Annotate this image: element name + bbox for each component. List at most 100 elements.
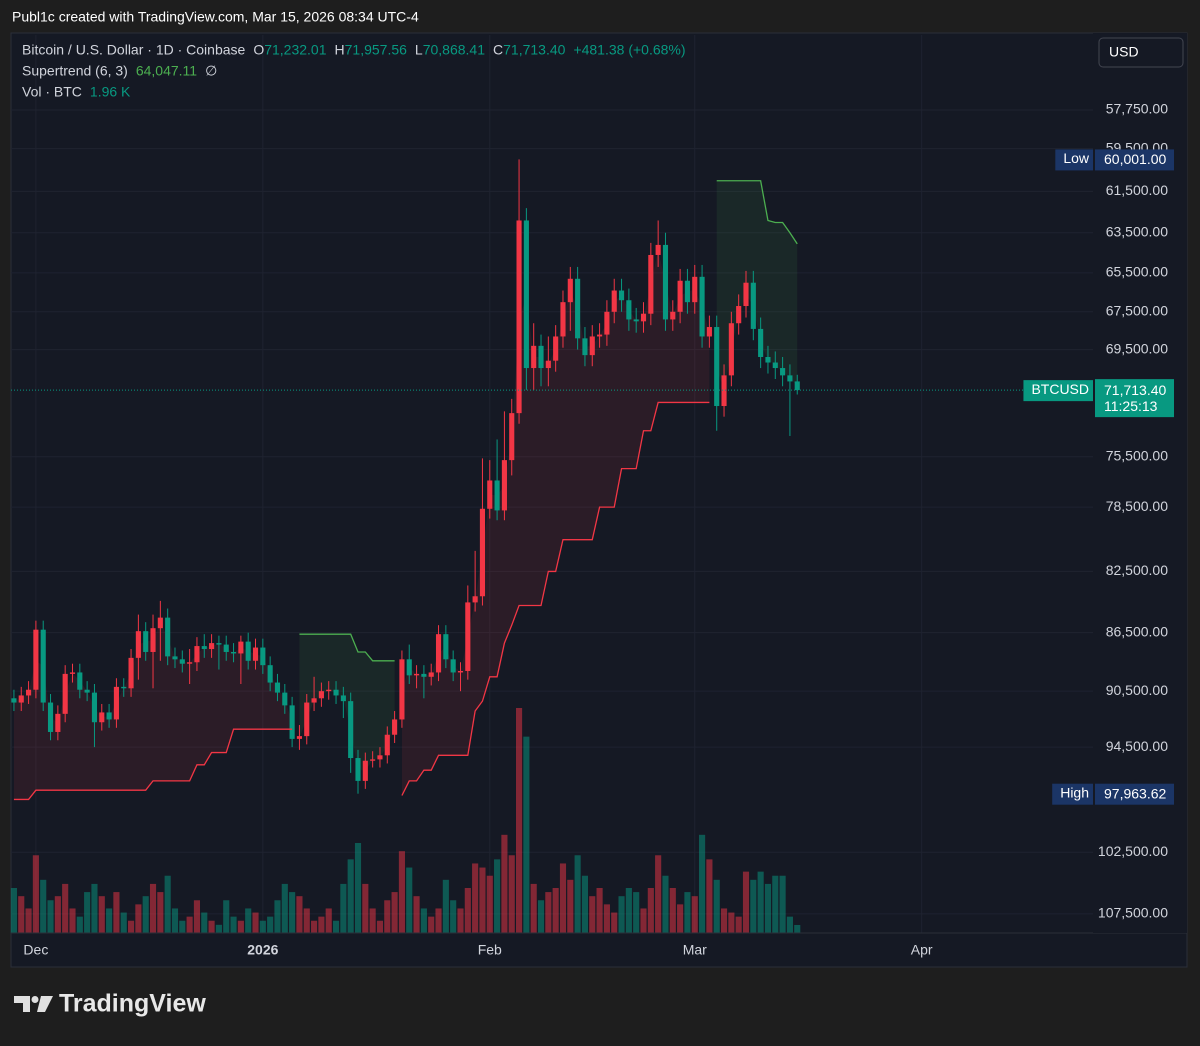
candle-body xyxy=(531,345,537,369)
volume-bar xyxy=(296,896,303,933)
volume-bar xyxy=(603,904,610,933)
volume-bar xyxy=(98,896,105,933)
candles xyxy=(11,159,800,794)
volume-bar xyxy=(157,892,164,933)
volume-bar xyxy=(398,851,405,933)
y-tick-label: 86,500.00 xyxy=(1106,623,1168,639)
volume-bar xyxy=(171,908,179,933)
legend-text: ∅ xyxy=(205,63,217,79)
y-tick-label: 107,500.00 xyxy=(1098,905,1168,921)
candle-body xyxy=(113,686,119,720)
candle-body xyxy=(472,596,478,603)
candle-body xyxy=(509,413,515,461)
volume-bar xyxy=(581,875,589,933)
chart-frame xyxy=(10,32,1188,968)
legend-text: H xyxy=(335,42,345,58)
volume-bar xyxy=(354,843,362,933)
candle-body xyxy=(655,244,661,255)
y-tick-label: 90,500.00 xyxy=(1106,682,1168,698)
logo-mark xyxy=(37,996,53,1012)
candle-body xyxy=(209,643,215,650)
candle-body xyxy=(238,641,244,654)
currency-button[interactable]: USD xyxy=(1098,37,1184,68)
x-tick-label: Feb xyxy=(478,942,502,958)
volume-bar xyxy=(684,892,691,933)
candle-body xyxy=(494,480,500,511)
candle-body xyxy=(780,368,786,376)
candle-body xyxy=(406,659,412,676)
volume-bar xyxy=(420,908,427,933)
candle-body xyxy=(684,280,690,303)
volume-bar xyxy=(574,855,581,933)
candle-body xyxy=(18,695,24,703)
candle-body xyxy=(743,282,749,307)
y-tick-label: 67,500.00 xyxy=(1106,302,1168,318)
volume-bar xyxy=(47,900,54,933)
volume-bar xyxy=(384,900,391,933)
legend-text: C xyxy=(493,42,503,58)
candle-body xyxy=(611,290,617,312)
volume-bar xyxy=(311,920,318,933)
candle-body xyxy=(362,760,368,781)
candle-body xyxy=(772,362,778,369)
candle-body xyxy=(311,698,317,703)
y-tick-label: 94,500.00 xyxy=(1106,738,1168,754)
currency-box[interactable] xyxy=(1098,37,1184,68)
candle-body xyxy=(392,719,398,735)
candle-body xyxy=(260,647,266,666)
candle-body xyxy=(670,311,676,320)
legend-text: Bitcoin / U.S. Dollar · 1D · Coinbase xyxy=(22,42,246,58)
volume-bar xyxy=(545,892,552,933)
axes: Dec 2026 Feb Mar Apr57,750.0059,500.0061,500… xyxy=(11,33,1187,958)
candle-body xyxy=(787,375,793,382)
volume-bar xyxy=(413,896,420,933)
supertrend-area xyxy=(13,622,293,800)
candle-body xyxy=(128,657,134,689)
candle-body xyxy=(692,276,698,303)
volume-bar xyxy=(742,871,750,933)
volume-bar xyxy=(91,883,98,933)
volume-bar xyxy=(691,896,698,933)
candle-body xyxy=(289,705,295,739)
volume-bar xyxy=(786,916,793,933)
volume-bar xyxy=(772,875,779,933)
candle-body xyxy=(143,631,149,652)
x-tick-label: Mar xyxy=(683,942,707,958)
candle-body xyxy=(589,336,595,356)
volume-bar xyxy=(625,888,632,933)
y-tick-label: 57,750.00 xyxy=(1106,101,1168,117)
currency[interactable]: USD xyxy=(1109,44,1139,60)
volume-bar xyxy=(464,888,471,933)
candle-body xyxy=(618,290,625,301)
candle-body xyxy=(567,278,573,303)
volume-bar xyxy=(230,916,237,933)
marker-label-box xyxy=(1052,783,1093,805)
volume-bar xyxy=(699,834,706,933)
candle-body xyxy=(662,244,669,320)
marker-label-box xyxy=(1055,149,1093,171)
candle-body xyxy=(165,617,171,657)
legend-text: 71,713.40 xyxy=(503,42,565,58)
candle-body xyxy=(245,641,251,661)
brand-logo: TradingView xyxy=(14,990,206,1018)
candle-body xyxy=(523,220,529,369)
volume-bar xyxy=(369,908,376,933)
legend-text: L xyxy=(415,42,423,58)
brand: TradingView xyxy=(59,990,206,1018)
volume-bar xyxy=(757,871,764,933)
legend-text: 1.96 K xyxy=(90,84,131,100)
candle-body xyxy=(201,646,207,650)
legend-text: Vol · BTC xyxy=(22,84,82,100)
supertrend-line xyxy=(299,180,798,662)
volume-bar xyxy=(10,888,17,933)
volume-bar xyxy=(259,920,266,933)
volume-bar xyxy=(406,867,413,933)
candle-body xyxy=(604,311,610,335)
candle-body xyxy=(121,686,127,689)
countdown: 11:25:13 xyxy=(1104,398,1158,414)
marker-value: 60,001.00 xyxy=(1104,151,1166,167)
y-tick-label: 69,500.00 xyxy=(1106,340,1168,356)
candle-body xyxy=(479,508,486,597)
volume-bar xyxy=(274,900,281,933)
